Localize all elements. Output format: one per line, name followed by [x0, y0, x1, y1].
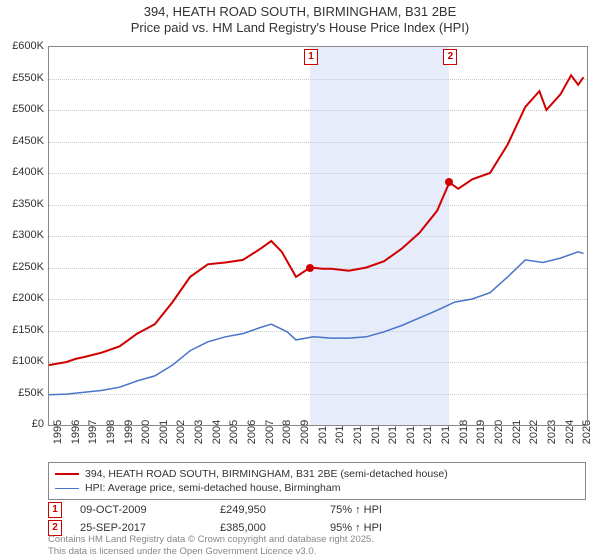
- legend-row-hpi: HPI: Average price, semi-detached house,…: [55, 481, 579, 495]
- sale-date-2: 25-SEP-2017: [80, 522, 220, 534]
- sale-marker-1: 1: [48, 502, 62, 518]
- ytick-label: £350K: [4, 198, 44, 210]
- ytick-label: £100K: [4, 355, 44, 367]
- legend-box: 394, HEATH ROAD SOUTH, BIRMINGHAM, B31 2…: [48, 462, 586, 500]
- legend-label-hpi: HPI: Average price, semi-detached house,…: [85, 482, 340, 494]
- chart-top-marker-1: 1: [304, 49, 318, 65]
- page-title-line1: 394, HEATH ROAD SOUTH, BIRMINGHAM, B31 2…: [0, 4, 600, 20]
- legend-swatch-hpi: [55, 488, 79, 489]
- footer-attribution: Contains HM Land Registry data © Crown c…: [48, 534, 374, 558]
- legend-label-price: 394, HEATH ROAD SOUTH, BIRMINGHAM, B31 2…: [85, 468, 448, 480]
- sale-dot-1: [306, 264, 314, 272]
- series-line-hpi: [49, 252, 584, 395]
- sale-pct-2: 95% ↑ HPI: [330, 522, 450, 534]
- sale-dot-2: [445, 178, 453, 186]
- chart-top-marker-2: 2: [443, 49, 457, 65]
- sale-row-1: 1 09-OCT-2009 £249,950 75% ↑ HPI: [48, 502, 588, 518]
- ytick-label: £150K: [4, 324, 44, 336]
- legend-swatch-price: [55, 473, 79, 475]
- ytick-label: £0: [4, 418, 44, 430]
- chart-lines-svg: [49, 47, 587, 425]
- ytick-label: £500K: [4, 103, 44, 115]
- sale-date-1: 09-OCT-2009: [80, 504, 220, 516]
- ytick-label: £400K: [4, 166, 44, 178]
- footer-line1: Contains HM Land Registry data © Crown c…: [48, 534, 374, 546]
- ytick-label: £200K: [4, 292, 44, 304]
- chart-plot-area: 12: [48, 46, 588, 426]
- sale-pct-1: 75% ↑ HPI: [330, 504, 450, 516]
- ytick-label: £300K: [4, 229, 44, 241]
- sale-price-1: £249,950: [220, 504, 330, 516]
- sale-price-2: £385,000: [220, 522, 330, 534]
- ytick-label: £250K: [4, 261, 44, 273]
- footer-line2: This data is licensed under the Open Gov…: [48, 546, 374, 558]
- ytick-label: £50K: [4, 387, 44, 399]
- ytick-label: £450K: [4, 135, 44, 147]
- series-line-price_paid: [49, 75, 584, 365]
- page-title-line2: Price paid vs. HM Land Registry's House …: [0, 20, 600, 36]
- legend-row-price: 394, HEATH ROAD SOUTH, BIRMINGHAM, B31 2…: [55, 467, 579, 481]
- ytick-label: £600K: [4, 40, 44, 52]
- ytick-label: £550K: [4, 72, 44, 84]
